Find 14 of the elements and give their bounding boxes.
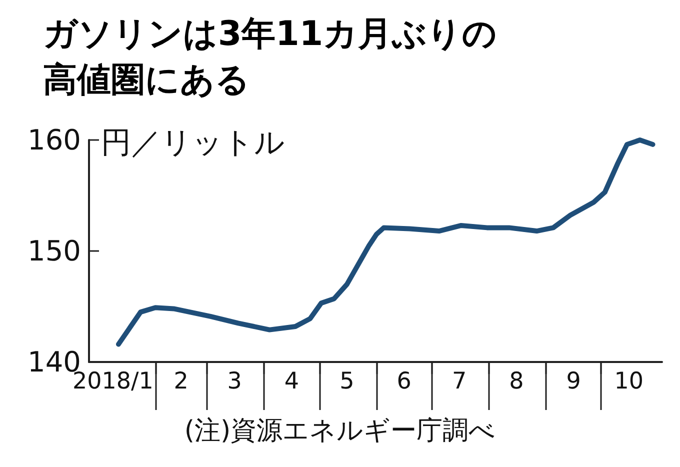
x-tick-label: 8 xyxy=(509,368,524,394)
x-tick-label: 5 xyxy=(340,368,354,394)
x-tick-label: 7 xyxy=(452,368,467,394)
x-tick-label: 9 xyxy=(566,368,581,394)
x-tick-label: 10 xyxy=(614,368,644,394)
y-tick-label: 160 xyxy=(28,124,81,156)
x-tick-label: 3 xyxy=(227,368,242,394)
x-tick-label: 2 xyxy=(174,368,188,394)
chart-title: ガソリンは3年11カ月ぶりの高値圏にある xyxy=(43,14,497,100)
y-axis-title: 円／リットル xyxy=(101,126,285,160)
x-tick-label: 6 xyxy=(396,368,412,394)
text: (注)資源エネルギー庁調べ xyxy=(184,416,496,446)
x-tick-label: 4 xyxy=(284,368,299,394)
y-tick-label: 150 xyxy=(28,234,81,268)
